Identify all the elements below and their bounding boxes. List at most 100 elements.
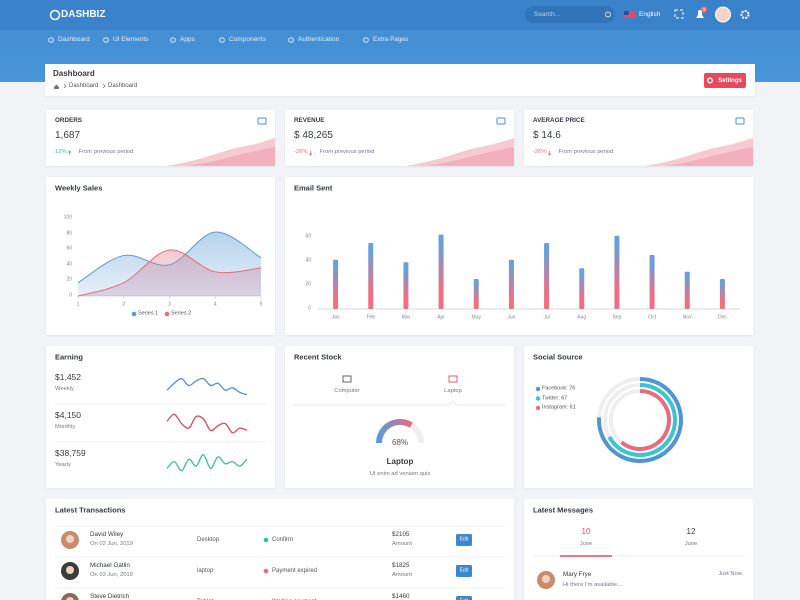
stat-value: $ 48,265 (294, 130, 333, 141)
user-avatar[interactable] (715, 6, 731, 23)
messages-card (524, 499, 753, 600)
earning-period: Yearly (55, 462, 71, 469)
tab-indicator (448, 400, 458, 406)
nav-icon (288, 37, 294, 43)
sender-name: Mary Frye (563, 570, 592, 578)
trend-arrow (67, 150, 72, 155)
nav-item[interactable]: Apps (180, 35, 195, 43)
x-tick-label: Jun (507, 314, 516, 321)
fullscreen-icon[interactable] (674, 9, 684, 19)
x-tick-label: Nov (682, 314, 692, 321)
bar (649, 255, 655, 309)
settings-button-icon (707, 77, 713, 84)
edit-label[interactable]: Edit (459, 567, 469, 574)
radial-bar (607, 383, 677, 457)
legend-label: Instagram: 61 (542, 404, 576, 411)
stat-label: REVENUE (294, 116, 325, 124)
date-day[interactable]: 12 (686, 527, 696, 536)
avatar (61, 593, 79, 600)
settings-button-label[interactable]: Settings (718, 77, 742, 84)
status-dot (263, 537, 269, 543)
x-tick-label: May (471, 314, 481, 321)
stat-wave (186, 147, 275, 166)
x-tick-label: Dec (717, 314, 727, 321)
x-tick-label: Apr (437, 314, 445, 321)
radial-bar (620, 389, 671, 451)
status: Payment expired (272, 568, 318, 574)
gauge-label: 68% (391, 438, 409, 447)
y-tick-label: 20 (305, 281, 311, 288)
settings-icon[interactable] (740, 10, 750, 19)
bar (403, 262, 409, 309)
edit-button[interactable] (456, 565, 472, 577)
avatar-face (66, 535, 74, 543)
nav-item[interactable]: Authentication (298, 35, 340, 43)
nav-icon (103, 37, 109, 43)
x-tick-label: 3 (168, 301, 171, 308)
y-tick-label: 80 (66, 230, 72, 237)
recent-stock-card (285, 346, 514, 488)
legend-marker (164, 311, 170, 317)
badge-count: 3 (702, 6, 706, 12)
stat-icon (496, 117, 506, 125)
flag-icon (624, 11, 629, 15)
avatar-face (542, 575, 550, 583)
language[interactable]: English (639, 10, 661, 18)
message-text: Hi there I'm available... (563, 582, 622, 589)
avatar-face (66, 566, 74, 574)
nav-item[interactable]: Dashboard (58, 35, 90, 43)
edit-label[interactable]: Edit (459, 536, 469, 543)
edit-button[interactable] (456, 534, 472, 546)
stat-label: AVERAGE PRICE (533, 116, 585, 124)
bar (438, 234, 444, 309)
nav-icon (48, 37, 54, 43)
y-tick-label: 40 (66, 261, 72, 268)
nav-item[interactable]: Extra Pages (373, 35, 409, 43)
amount-caption: Amount (392, 572, 412, 579)
series-area (78, 249, 261, 296)
product-name: Laptop (386, 457, 414, 466)
tab-label[interactable]: Laptop (444, 388, 462, 395)
search-placeholder: Search... (534, 10, 561, 18)
y-tick-label: 0 (308, 305, 311, 312)
stat-wave (664, 147, 753, 166)
nav-icon (170, 37, 176, 43)
stat-note: From previous period (558, 149, 614, 156)
home-icon (54, 84, 59, 89)
x-tick-label: Oct (648, 314, 656, 321)
x-tick-label: 5 (259, 301, 263, 308)
brand: DASHBIZ (61, 9, 106, 20)
stat-value: 1,687 (55, 130, 81, 141)
status: Confirm (272, 537, 294, 543)
earning-amount: $38,759 (55, 447, 86, 458)
y-tick-label: 0 (69, 292, 72, 299)
y-tick-label: 20 (66, 276, 72, 283)
bell-icon[interactable] (696, 10, 704, 18)
card-title: Recent Stock (294, 352, 342, 362)
y-tick-label: 100 (63, 214, 72, 221)
edit-button[interactable] (456, 596, 472, 600)
customer-name: Steve Dietrich (90, 592, 130, 600)
customer-name: Michael Gatlin (90, 561, 130, 569)
nav-icon (363, 37, 369, 43)
breadcrumb-separator (63, 83, 67, 89)
date-day[interactable]: 10 (581, 527, 591, 536)
page-title-card (45, 64, 755, 96)
card-title: Earning (55, 352, 83, 362)
trend-arrow (547, 151, 552, 156)
tab-label[interactable]: Computer (334, 388, 360, 395)
x-tick-label: Aug (577, 314, 587, 321)
breadcrumb[interactable]: Dashboard (69, 83, 99, 89)
nav-item[interactable]: UI Elements (113, 35, 149, 43)
bar (368, 243, 374, 309)
nav-item[interactable]: Components (229, 35, 266, 43)
x-tick-label: 2 (122, 301, 126, 308)
settings-button[interactable] (704, 73, 746, 88)
sparkline (166, 377, 248, 396)
search-box[interactable] (525, 6, 615, 23)
transactions-card (46, 499, 514, 600)
x-tick-label: Mar (401, 314, 411, 321)
y-tick-label: 40 (305, 257, 311, 264)
navbar (0, 30, 800, 50)
